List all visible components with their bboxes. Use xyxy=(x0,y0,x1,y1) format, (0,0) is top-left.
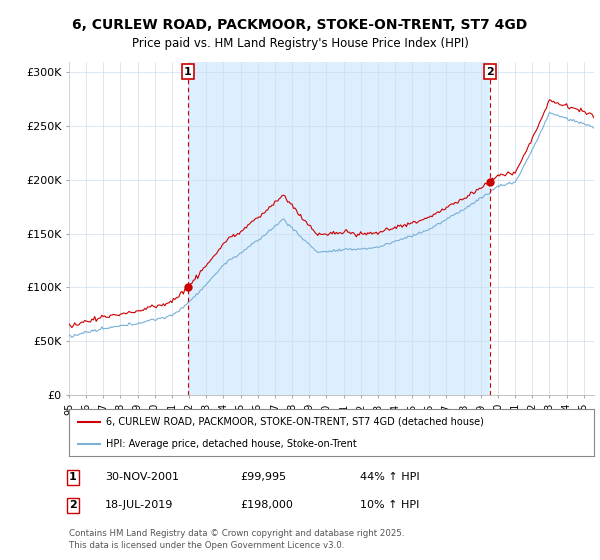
Text: £99,995: £99,995 xyxy=(240,472,286,482)
Text: 30-NOV-2001: 30-NOV-2001 xyxy=(105,472,179,482)
Bar xyxy=(490,62,594,395)
Text: £198,000: £198,000 xyxy=(240,500,293,510)
Text: 1: 1 xyxy=(184,67,191,77)
Bar xyxy=(69,62,188,395)
Text: 2: 2 xyxy=(486,67,494,77)
Text: 44% ↑ HPI: 44% ↑ HPI xyxy=(360,472,419,482)
Text: Contains HM Land Registry data © Crown copyright and database right 2025.
This d: Contains HM Land Registry data © Crown c… xyxy=(69,529,404,550)
Text: 1: 1 xyxy=(69,472,77,482)
Text: 6, CURLEW ROAD, PACKMOOR, STOKE-ON-TRENT, ST7 4GD (detached house): 6, CURLEW ROAD, PACKMOOR, STOKE-ON-TRENT… xyxy=(106,417,484,427)
Text: 2: 2 xyxy=(69,500,77,510)
Text: HPI: Average price, detached house, Stoke-on-Trent: HPI: Average price, detached house, Stok… xyxy=(106,438,356,449)
Text: 6, CURLEW ROAD, PACKMOOR, STOKE-ON-TRENT, ST7 4GD: 6, CURLEW ROAD, PACKMOOR, STOKE-ON-TRENT… xyxy=(73,18,527,32)
Text: 10% ↑ HPI: 10% ↑ HPI xyxy=(360,500,419,510)
Text: 18-JUL-2019: 18-JUL-2019 xyxy=(105,500,173,510)
Text: Price paid vs. HM Land Registry's House Price Index (HPI): Price paid vs. HM Land Registry's House … xyxy=(131,36,469,50)
